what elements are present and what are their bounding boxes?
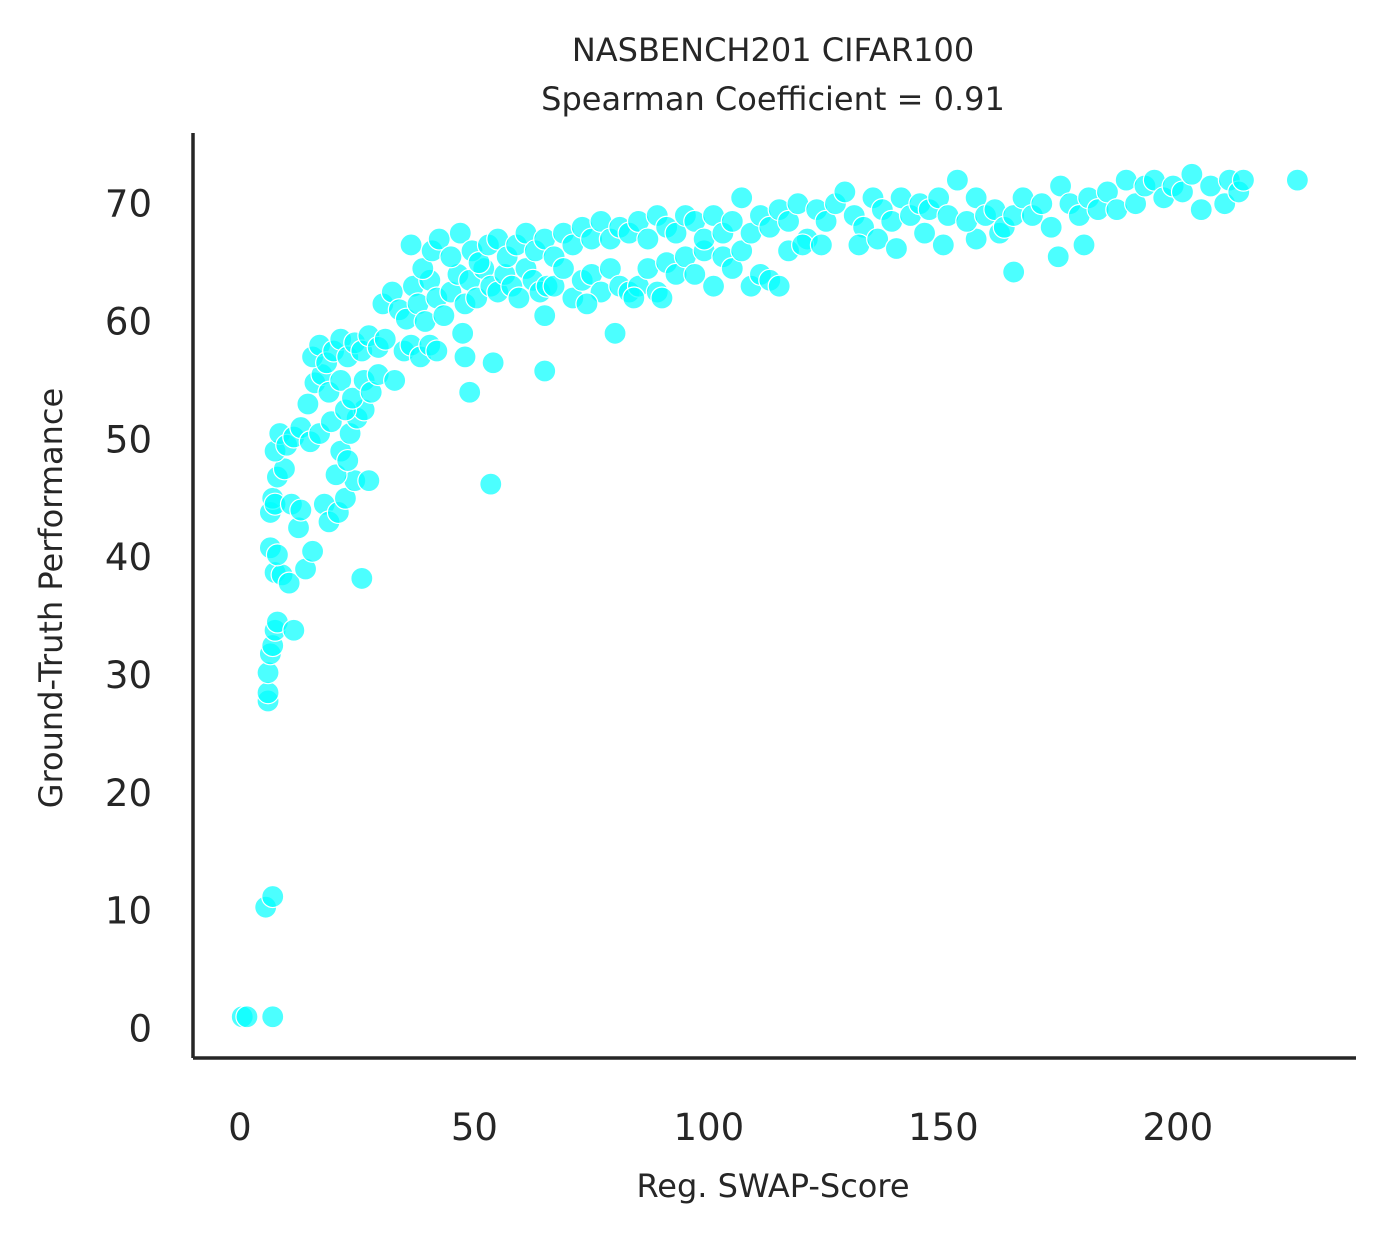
scatter-point: [425, 339, 449, 363]
scatter-point: [256, 681, 280, 705]
ticks-layer: 0 50 100 150 200 0 10 20 30 40 50 60 70: [105, 183, 1213, 1149]
scatter-point: [945, 168, 969, 192]
scatter-point: [383, 368, 407, 393]
scatter-point: [683, 262, 707, 287]
scatter-point: [622, 286, 646, 310]
x-tick-label: 200: [1142, 1106, 1213, 1149]
scatter-point: [1046, 245, 1070, 269]
scatter-point: [730, 186, 754, 210]
x-tick-label: 150: [908, 1106, 979, 1149]
scatter-point: [261, 884, 285, 909]
chart-title: NASBENCH201 CIFAR100: [572, 31, 974, 69]
scatter-point: [451, 321, 475, 345]
x-axis-label: Reg. SWAP-Score: [637, 1167, 910, 1205]
scatter-point: [1030, 192, 1054, 216]
x-tick-label: 0: [228, 1106, 252, 1149]
chart-subtitle: Spearman Coefficient = 0.91: [541, 80, 1005, 118]
scatter-point: [427, 227, 451, 251]
scatter-point: [448, 221, 472, 245]
y-tick-label: 40: [105, 536, 152, 579]
x-tick-label: 100: [674, 1106, 745, 1149]
scatter-point: [265, 543, 290, 567]
scatter-point: [533, 304, 557, 328]
scatter-point: [336, 448, 360, 473]
scatter-point: [399, 233, 423, 257]
y-tick-label: 20: [105, 772, 152, 815]
scatter-point: [1285, 168, 1309, 192]
scatter-point: [636, 227, 660, 251]
scatter-point: [357, 469, 381, 493]
y-tick-label: 60: [105, 301, 152, 344]
scatter-point: [296, 392, 320, 416]
scatter-point: [1039, 215, 1063, 239]
scatter-point: [481, 351, 505, 375]
scatter-point: [866, 227, 890, 251]
scatter-point: [432, 304, 456, 328]
scatter-point: [300, 539, 325, 563]
x-tick-label: 50: [451, 1106, 498, 1149]
scatter-point: [235, 1005, 259, 1029]
scatter-point: [931, 233, 955, 257]
points-layer: [230, 162, 1309, 1029]
scatter-point: [884, 236, 909, 261]
y-axis-label: Ground-Truth Performance: [32, 388, 70, 808]
scatter-point: [261, 1005, 285, 1029]
scatter-point: [507, 286, 531, 310]
scatter-point: [767, 274, 791, 298]
scatter-point: [329, 368, 353, 393]
scatter-point: [439, 245, 463, 269]
scatter-point: [650, 286, 674, 310]
scatter-point: [912, 221, 937, 245]
scatter-point: [833, 180, 857, 204]
scatter-point: [1231, 168, 1256, 192]
scatter-point: [1002, 260, 1026, 284]
scatter-point: [458, 380, 482, 404]
scatter-point: [809, 233, 833, 257]
scatter-point: [479, 472, 503, 496]
scatter-point: [1180, 162, 1204, 186]
scatter-point: [277, 571, 301, 595]
scatter-point: [1072, 233, 1096, 257]
scatter-point: [533, 359, 557, 383]
scatter-point: [373, 327, 397, 351]
scatter-point: [350, 566, 374, 591]
y-tick-label: 0: [128, 1008, 152, 1051]
scatter-point: [575, 292, 599, 316]
scatter-point: [551, 256, 576, 281]
scatter-point: [289, 498, 313, 522]
scatter-point: [282, 618, 306, 642]
scatter-point: [701, 274, 726, 298]
y-tick-label: 50: [105, 418, 152, 461]
scatter-point: [1189, 197, 1213, 222]
y-tick-label: 30: [105, 654, 152, 697]
y-tick-label: 70: [105, 183, 152, 226]
y-tick-label: 10: [105, 890, 152, 933]
scatter-point: [453, 345, 477, 369]
scatter-point: [603, 321, 627, 345]
scatter-point: [720, 209, 744, 233]
